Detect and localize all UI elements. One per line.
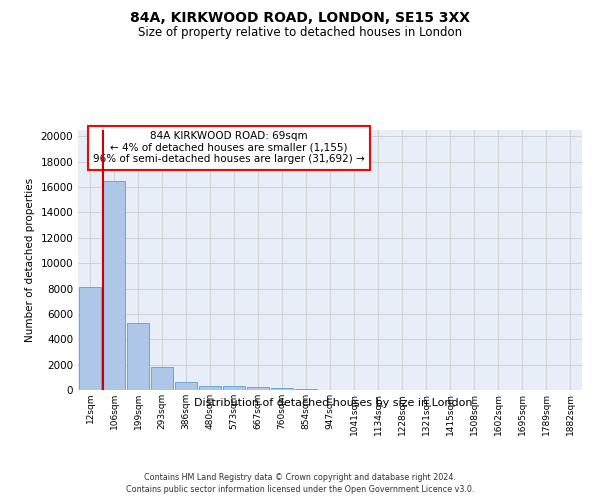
Bar xyxy=(79,288,101,390)
Bar xyxy=(103,180,125,390)
Text: 84A, KIRKWOOD ROAD, LONDON, SE15 3XX: 84A, KIRKWOOD ROAD, LONDON, SE15 3XX xyxy=(130,11,470,25)
Bar xyxy=(127,323,149,390)
Text: Contains HM Land Registry data © Crown copyright and database right 2024.
Contai: Contains HM Land Registry data © Crown c… xyxy=(126,472,474,494)
Bar xyxy=(199,386,221,390)
Bar xyxy=(175,382,197,390)
Bar xyxy=(151,366,173,390)
Bar xyxy=(295,389,317,390)
Text: Size of property relative to detached houses in London: Size of property relative to detached ho… xyxy=(138,26,462,39)
Bar xyxy=(271,388,293,390)
Bar xyxy=(223,386,245,390)
Bar xyxy=(247,387,269,390)
Y-axis label: Number of detached properties: Number of detached properties xyxy=(25,178,35,342)
Text: Distribution of detached houses by size in London: Distribution of detached houses by size … xyxy=(194,398,472,407)
Text: 84A KIRKWOOD ROAD: 69sqm
← 4% of detached houses are smaller (1,155)
96% of semi: 84A KIRKWOOD ROAD: 69sqm ← 4% of detache… xyxy=(94,132,365,164)
